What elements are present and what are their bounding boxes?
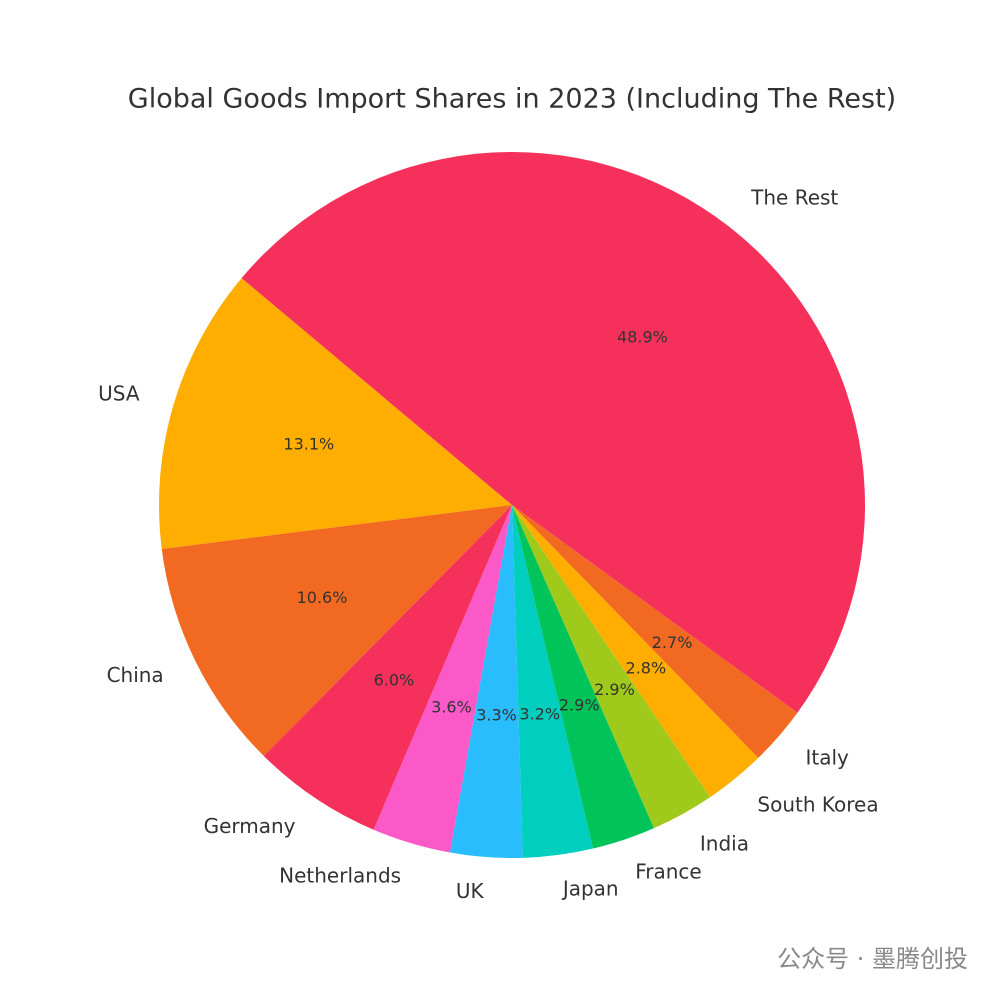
value-label: 3.3%	[476, 706, 517, 725]
value-label: 2.8%	[626, 659, 667, 678]
slice-label: USA	[98, 382, 140, 406]
chart-title: Global Goods Import Shares in 2023 (Incl…	[128, 84, 896, 115]
pie-slice	[449, 505, 523, 858]
slice-label: China	[107, 663, 164, 687]
pie-slice	[512, 505, 594, 858]
slice-label: South Korea	[757, 792, 878, 816]
slice-label: Germany	[204, 814, 296, 838]
pie-slice	[512, 505, 798, 758]
slice-label: France	[635, 860, 702, 884]
slice-label: Japan	[561, 876, 619, 900]
pie-slice	[512, 505, 711, 829]
slice-label: UK	[456, 879, 485, 903]
slice-label: India	[700, 831, 749, 855]
value-label: 6.0%	[374, 670, 415, 689]
value-label: 3.6%	[431, 697, 472, 716]
pie-slice	[241, 152, 865, 713]
value-label: 2.7%	[652, 633, 693, 652]
value-label: 2.9%	[594, 680, 635, 699]
value-label: 10.6%	[297, 588, 348, 607]
value-label: 3.2%	[519, 704, 560, 723]
pie-slice	[373, 505, 512, 853]
pie-slice	[512, 505, 759, 798]
slice-label: Italy	[805, 746, 849, 770]
watermark: 公众号 · 墨腾创投	[777, 945, 968, 973]
value-label: 48.9%	[617, 328, 668, 347]
pie-slice	[161, 505, 512, 756]
pie-slice	[263, 505, 512, 830]
value-label: 2.9%	[559, 695, 600, 714]
slice-label: Netherlands	[279, 864, 401, 888]
pie-slice	[158, 278, 512, 549]
slice-label: The Rest	[750, 186, 838, 210]
pie-slice	[512, 505, 655, 849]
value-label: 13.1%	[283, 435, 334, 454]
